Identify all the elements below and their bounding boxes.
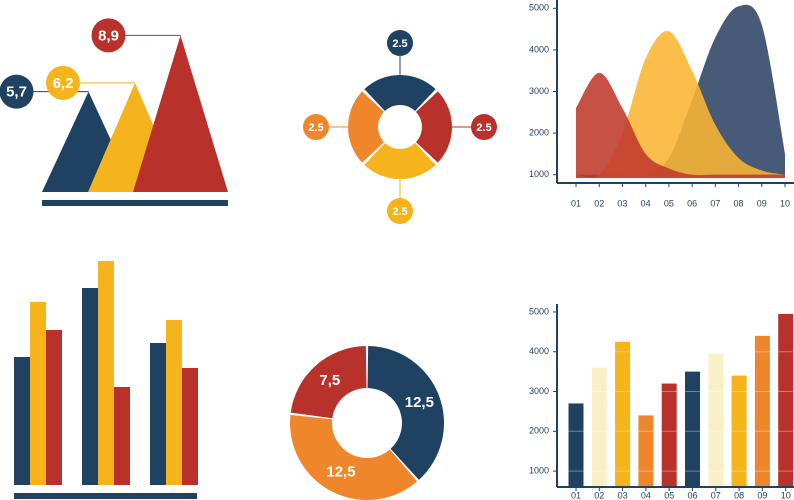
x-tick-label: 01 bbox=[571, 490, 581, 500]
y-tick-label: 3000 bbox=[529, 386, 549, 396]
label-bubble bbox=[0, 74, 34, 109]
segment bbox=[290, 346, 367, 419]
segment bbox=[290, 414, 418, 500]
triangle bbox=[133, 35, 228, 192]
underline bbox=[14, 493, 197, 499]
bar bbox=[708, 353, 724, 487]
x-tick-label: 06 bbox=[687, 198, 697, 208]
bar bbox=[685, 371, 700, 487]
value-label: 2.5 bbox=[392, 38, 407, 50]
x-tick-label: 02 bbox=[594, 490, 604, 500]
x-tick-label: 05 bbox=[664, 198, 674, 208]
segment bbox=[348, 91, 384, 163]
bar bbox=[754, 335, 770, 487]
y-tick-label: 1000 bbox=[529, 169, 549, 179]
x-tick-label: 06 bbox=[687, 490, 697, 500]
y-tick-label: 2000 bbox=[529, 127, 549, 137]
label-bubble bbox=[303, 114, 329, 140]
x-tick-label: 09 bbox=[757, 490, 767, 500]
label-bubble bbox=[387, 198, 413, 224]
value-label: 2.5 bbox=[308, 122, 323, 134]
x-tick-label: 10 bbox=[781, 490, 791, 500]
value-label: 2.5 bbox=[392, 206, 407, 218]
y-tick-label: 4000 bbox=[529, 44, 549, 54]
segment bbox=[367, 346, 444, 480]
bar bbox=[150, 343, 166, 485]
x-tick-label: 02 bbox=[594, 198, 604, 208]
bar bbox=[591, 367, 607, 487]
segment bbox=[364, 143, 436, 180]
bar bbox=[615, 341, 631, 487]
bar bbox=[166, 320, 182, 485]
underline bbox=[42, 200, 228, 206]
segment bbox=[364, 75, 436, 111]
segment bbox=[416, 91, 452, 163]
value-label: 2.5 bbox=[476, 122, 491, 134]
bar bbox=[114, 387, 130, 485]
value-label: 6,2 bbox=[53, 75, 74, 92]
y-tick-label: 3000 bbox=[529, 86, 549, 96]
label-bubble bbox=[471, 114, 497, 140]
bar bbox=[661, 383, 677, 487]
x-tick-label: 07 bbox=[710, 198, 720, 208]
x-tick-label: 03 bbox=[617, 198, 627, 208]
bar bbox=[82, 288, 98, 485]
x-tick-label: 08 bbox=[734, 490, 744, 500]
bar bbox=[638, 415, 654, 487]
x-tick-label: 05 bbox=[664, 490, 674, 500]
value-label: 12,5 bbox=[326, 464, 355, 481]
label-bubble bbox=[91, 18, 126, 53]
label-bubble bbox=[387, 30, 413, 56]
area bbox=[576, 72, 785, 178]
label-bubble bbox=[46, 65, 80, 100]
bar bbox=[182, 368, 198, 485]
x-tick-label: 10 bbox=[780, 198, 790, 208]
y-tick-label: 4000 bbox=[529, 346, 549, 356]
value-label: 7,5 bbox=[319, 372, 340, 389]
bar bbox=[14, 357, 30, 485]
bar bbox=[568, 403, 584, 487]
y-tick-label: 1000 bbox=[529, 465, 549, 475]
value-label: 5,7 bbox=[6, 84, 27, 101]
bar bbox=[731, 375, 747, 487]
x-tick-label: 03 bbox=[618, 490, 628, 500]
area bbox=[576, 4, 785, 178]
bar bbox=[98, 261, 114, 485]
value-label: 12,5 bbox=[405, 394, 434, 411]
x-tick-label: 04 bbox=[641, 490, 651, 500]
y-tick-label: 2000 bbox=[529, 426, 549, 436]
y-tick-label: 5000 bbox=[529, 306, 549, 316]
value-label: 8,9 bbox=[98, 27, 119, 44]
bar bbox=[30, 302, 46, 485]
x-tick-label: 07 bbox=[711, 490, 721, 500]
x-tick-label: 09 bbox=[757, 198, 767, 208]
x-tick-label: 04 bbox=[641, 198, 651, 208]
y-tick-label: 5000 bbox=[529, 3, 549, 13]
bar bbox=[46, 330, 62, 485]
x-tick-label: 08 bbox=[734, 198, 744, 208]
bar bbox=[778, 313, 794, 487]
x-tick-label: 01 bbox=[571, 198, 581, 208]
